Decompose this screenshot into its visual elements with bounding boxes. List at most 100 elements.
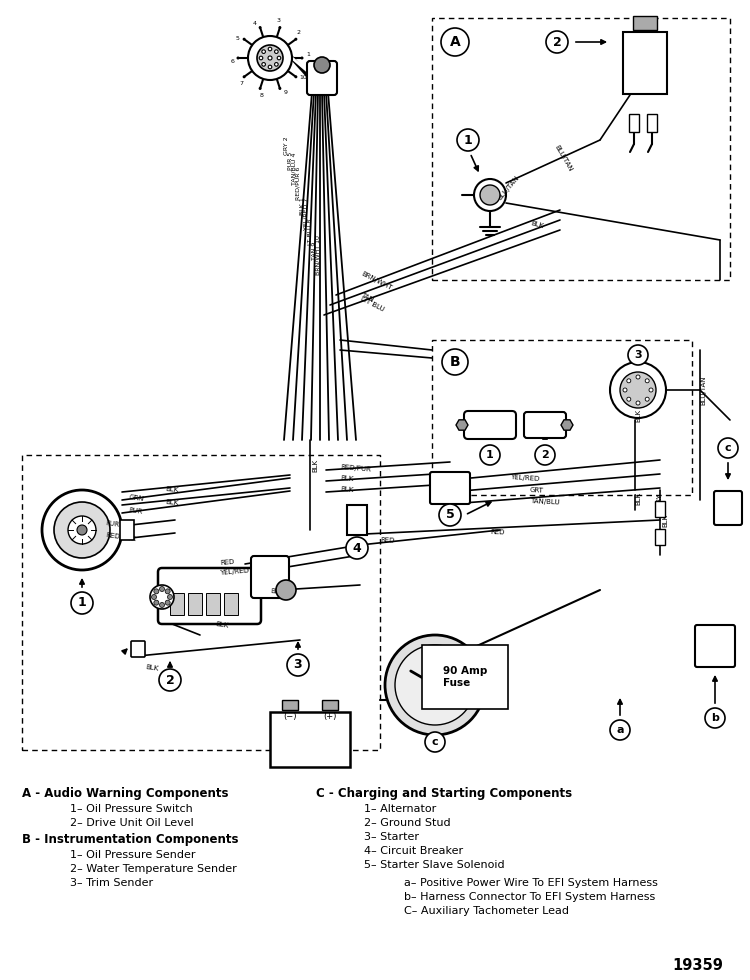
Text: PUR 5: PUR 5 bbox=[288, 152, 293, 170]
Text: 3– Trim Sender: 3– Trim Sender bbox=[70, 878, 153, 888]
Circle shape bbox=[278, 26, 281, 29]
Text: BLK: BLK bbox=[145, 664, 159, 672]
Text: RED: RED bbox=[490, 529, 505, 535]
FancyBboxPatch shape bbox=[131, 641, 145, 657]
Text: BLK: BLK bbox=[340, 475, 353, 482]
Text: 8: 8 bbox=[260, 93, 264, 98]
Text: 1– Oil Pressure Sender: 1– Oil Pressure Sender bbox=[70, 850, 196, 860]
Circle shape bbox=[295, 75, 298, 78]
Text: 1– Oil Pressure Switch: 1– Oil Pressure Switch bbox=[70, 804, 193, 814]
Text: GRY 2: GRY 2 bbox=[284, 136, 289, 155]
FancyBboxPatch shape bbox=[158, 568, 261, 624]
Circle shape bbox=[457, 129, 479, 151]
Text: 5: 5 bbox=[446, 509, 454, 521]
Circle shape bbox=[167, 595, 172, 600]
Circle shape bbox=[295, 37, 298, 41]
Text: BLK: BLK bbox=[662, 514, 668, 526]
Text: RED/PUR: RED/PUR bbox=[105, 532, 136, 542]
Circle shape bbox=[442, 349, 468, 375]
Text: 1: 1 bbox=[78, 597, 86, 610]
Circle shape bbox=[152, 595, 157, 600]
Text: YEL/RED: YEL/RED bbox=[510, 474, 539, 482]
Text: BLK: BLK bbox=[340, 486, 353, 494]
Circle shape bbox=[718, 438, 738, 458]
Bar bbox=[623, 32, 667, 94]
Text: 19359: 19359 bbox=[672, 957, 723, 972]
Polygon shape bbox=[561, 419, 573, 430]
Circle shape bbox=[242, 37, 245, 41]
Circle shape bbox=[242, 75, 245, 78]
Text: 4: 4 bbox=[352, 542, 362, 555]
Circle shape bbox=[627, 397, 631, 401]
Text: TAN/BLU 4: TAN/BLU 4 bbox=[292, 153, 297, 185]
Text: RED/PUR 6: RED/PUR 6 bbox=[296, 167, 301, 200]
FancyBboxPatch shape bbox=[430, 472, 470, 504]
Text: TAN 9: TAN 9 bbox=[312, 242, 317, 260]
Text: A: A bbox=[450, 35, 460, 49]
Text: BLU/TAN: BLU/TAN bbox=[553, 144, 573, 172]
Circle shape bbox=[77, 525, 87, 535]
Bar bbox=[270, 712, 350, 767]
Text: 3: 3 bbox=[276, 19, 280, 24]
Text: YEL/RED: YEL/RED bbox=[220, 567, 250, 576]
Text: 3: 3 bbox=[294, 659, 302, 671]
Text: BLK: BLK bbox=[165, 486, 178, 494]
Text: BRN/WHT: BRN/WHT bbox=[360, 270, 392, 291]
Text: BLK: BLK bbox=[270, 588, 284, 596]
Circle shape bbox=[274, 63, 278, 67]
Text: c: c bbox=[432, 737, 438, 747]
Text: B: B bbox=[450, 355, 460, 369]
Circle shape bbox=[610, 720, 630, 740]
Text: 3: 3 bbox=[634, 350, 642, 360]
Text: RED: RED bbox=[220, 559, 235, 565]
Circle shape bbox=[259, 87, 262, 90]
Text: BLK: BLK bbox=[165, 500, 178, 507]
Bar bbox=[120, 520, 134, 540]
Circle shape bbox=[159, 669, 181, 691]
Bar bbox=[432, 18, 730, 280]
Circle shape bbox=[645, 379, 650, 383]
Circle shape bbox=[42, 490, 122, 570]
Circle shape bbox=[154, 600, 159, 606]
Text: b– Harness Connector To EFI System Harness: b– Harness Connector To EFI System Harne… bbox=[404, 892, 656, 902]
Circle shape bbox=[262, 63, 266, 67]
Text: 90 Amp
Fuse: 90 Amp Fuse bbox=[443, 666, 488, 688]
Text: (−): (−) bbox=[284, 711, 297, 720]
Circle shape bbox=[260, 56, 262, 60]
FancyBboxPatch shape bbox=[695, 625, 735, 667]
Circle shape bbox=[262, 50, 266, 54]
Text: GRT: GRT bbox=[530, 487, 544, 493]
Circle shape bbox=[610, 362, 666, 418]
FancyBboxPatch shape bbox=[307, 61, 337, 95]
Bar bbox=[629, 114, 639, 132]
Text: BLK: BLK bbox=[635, 491, 641, 505]
Text: BLK: BLK bbox=[530, 220, 544, 229]
Circle shape bbox=[268, 56, 272, 60]
Circle shape bbox=[628, 345, 648, 365]
Text: 5– Starter Slave Solenoid: 5– Starter Slave Solenoid bbox=[364, 860, 505, 870]
Circle shape bbox=[627, 379, 631, 383]
Text: 2: 2 bbox=[542, 450, 549, 460]
Circle shape bbox=[278, 56, 280, 60]
Circle shape bbox=[165, 589, 170, 594]
Circle shape bbox=[268, 66, 272, 69]
Circle shape bbox=[441, 28, 469, 56]
Bar bbox=[347, 505, 367, 535]
FancyBboxPatch shape bbox=[714, 491, 742, 525]
Circle shape bbox=[314, 57, 330, 73]
Bar bbox=[224, 593, 238, 615]
Text: RED/PUR: RED/PUR bbox=[340, 464, 371, 472]
Circle shape bbox=[425, 732, 445, 752]
Text: FUR: FUR bbox=[105, 520, 119, 528]
Text: (+): (+) bbox=[323, 711, 337, 720]
Text: 2– Ground Stud: 2– Ground Stud bbox=[364, 818, 451, 828]
Bar bbox=[655, 501, 665, 517]
Text: a: a bbox=[616, 725, 624, 735]
Bar bbox=[647, 114, 657, 132]
Circle shape bbox=[248, 36, 292, 80]
Text: 6: 6 bbox=[230, 60, 234, 65]
Text: 4– Circuit Breaker: 4– Circuit Breaker bbox=[364, 846, 463, 856]
Circle shape bbox=[54, 502, 110, 558]
Text: TAN/BLU: TAN/BLU bbox=[530, 498, 560, 506]
Text: C– Auxiliary Tachometer Lead: C– Auxiliary Tachometer Lead bbox=[404, 906, 569, 916]
